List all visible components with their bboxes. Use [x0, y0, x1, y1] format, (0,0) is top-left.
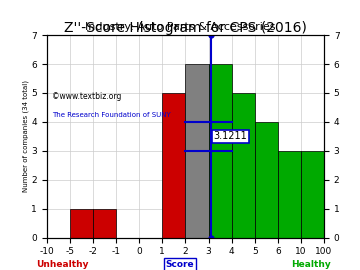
Bar — [278, 151, 301, 238]
Bar — [231, 93, 255, 238]
Text: 3.1211: 3.1211 — [213, 131, 247, 141]
Bar — [70, 209, 93, 238]
Text: Industry: Auto Parts & Accessories: Industry: Auto Parts & Accessories — [85, 22, 275, 32]
Text: Unhealthy: Unhealthy — [36, 260, 89, 269]
Bar — [255, 122, 278, 238]
Y-axis label: Number of companies (34 total): Number of companies (34 total) — [22, 80, 28, 192]
Text: Score: Score — [166, 260, 194, 269]
Text: ©www.textbiz.org: ©www.textbiz.org — [52, 92, 122, 101]
Bar — [208, 64, 231, 238]
Text: The Research Foundation of SUNY: The Research Foundation of SUNY — [52, 112, 171, 118]
Bar — [185, 64, 208, 238]
Title: Z''-Score Histogram for CPS (2016): Z''-Score Histogram for CPS (2016) — [64, 21, 307, 35]
Bar — [301, 151, 324, 238]
Bar — [162, 93, 185, 238]
Bar — [93, 209, 116, 238]
Text: Healthy: Healthy — [292, 260, 331, 269]
